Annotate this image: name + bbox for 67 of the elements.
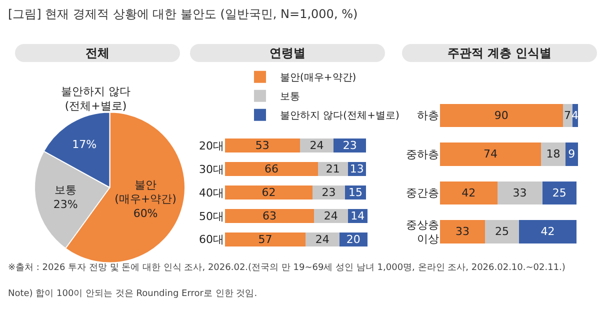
data-label: 42 xyxy=(462,186,476,200)
data-label: 23% xyxy=(53,198,78,212)
bar xyxy=(318,162,348,176)
data-label: 33 xyxy=(512,186,527,200)
chart-title: [그림] 현재 경제적 상황에 대한 불안도 (일반국민, N=1,000, %) xyxy=(8,6,358,23)
data-label: 20 xyxy=(346,232,360,246)
bar xyxy=(562,104,572,127)
data-label: 63 xyxy=(262,209,276,222)
data-label: 24 xyxy=(310,139,324,152)
data-label: 57 xyxy=(258,232,272,246)
bar xyxy=(565,142,578,166)
data-label: 9 xyxy=(568,148,576,161)
data-label: 13 xyxy=(350,162,364,176)
data-label: 53 xyxy=(255,139,270,152)
bar xyxy=(485,220,520,244)
data-label: 18 xyxy=(546,148,560,161)
y-tick-label: 40대 xyxy=(199,186,224,200)
y-tick-label: 중상층 이상 xyxy=(406,218,439,246)
y-tick-label: 30대 xyxy=(199,162,224,176)
bar xyxy=(519,220,576,244)
data-label: 74 xyxy=(483,148,498,161)
data-label: 25 xyxy=(495,225,510,238)
bar xyxy=(225,162,318,176)
y-tick-label: 60대 xyxy=(199,233,224,246)
data-label: 15 xyxy=(348,186,363,199)
y-tick-label: 하층 xyxy=(417,109,439,122)
bar xyxy=(225,138,300,153)
chart-subtitle: 전체 xyxy=(15,44,180,62)
data-label: 7 xyxy=(564,108,572,122)
slice-label: 불안하지 않다(전체+별로) xyxy=(61,85,130,112)
y-tick-label: 50대 xyxy=(199,210,224,223)
data-label: 90 xyxy=(494,108,508,122)
slice-label: 불안(매우+약간) xyxy=(114,178,176,206)
data-label: 24 xyxy=(324,209,338,222)
text: ※출처 : 2026 투자 전망 및 돈에 대한 인식 조사, 2026.02.(전국의 만 19~69세 성인 남녀 1,000명, 온라인 조사, 2026.02.10.~02.11.) xyxy=(8,262,566,274)
chart-title: 연령별 xyxy=(190,44,385,62)
bar xyxy=(225,232,306,246)
bar xyxy=(542,181,576,204)
data-label: 66 xyxy=(264,162,279,176)
data-label: 33 xyxy=(456,225,470,238)
data-label: 25 xyxy=(552,186,566,200)
bar xyxy=(497,181,542,204)
y-tick-label: 20대 xyxy=(199,140,224,153)
data-label: 23 xyxy=(322,186,336,199)
data-label: 21 xyxy=(326,162,340,176)
legend-label: 보통 xyxy=(280,92,300,103)
bar xyxy=(440,220,486,244)
data-label: 14 xyxy=(350,209,365,222)
data-label: 23 xyxy=(342,139,357,152)
bar xyxy=(440,104,563,127)
data-label: 17% xyxy=(72,138,97,152)
legend-label: 불안(매우+약간) xyxy=(280,72,356,84)
bar xyxy=(440,142,541,166)
text: Note) 합이 100이 안되는 것은 Rounding Error로 인한 것임. xyxy=(8,288,258,300)
bar xyxy=(440,181,498,204)
bar xyxy=(540,142,566,166)
data-label: 24 xyxy=(315,232,330,246)
bar xyxy=(225,185,312,200)
data-label: 42 xyxy=(540,225,555,238)
data-label: 60% xyxy=(133,206,158,220)
y-tick-label: 중간층 xyxy=(406,186,439,200)
data-label: 62 xyxy=(262,186,276,199)
y-tick-label: 중하층 xyxy=(406,148,439,161)
chart-title: 주관적 계층 인식별 xyxy=(402,44,597,62)
legend-label: 불안하지 않다(전체+별로) xyxy=(280,110,400,122)
slice-label: 보통 xyxy=(54,184,77,197)
bar xyxy=(225,208,314,223)
